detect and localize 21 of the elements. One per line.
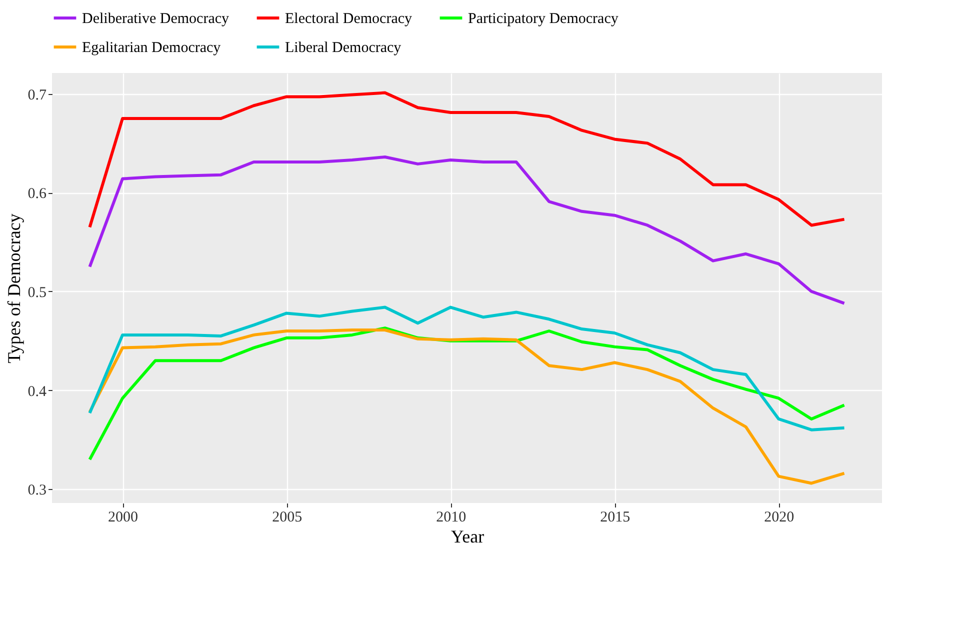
y-tick-label: 0.5: [28, 284, 46, 301]
line-series: [88, 91, 846, 229]
x-axis-title: Year: [450, 526, 484, 546]
x-tick-label: 2005: [272, 510, 302, 526]
x-tick-label: 2010: [436, 510, 466, 526]
y-axis-title: Types of Democracy: [4, 214, 24, 364]
legend-label: Participatory Democracy: [468, 11, 619, 27]
legend-label: Egalitarian Democracy: [82, 40, 222, 56]
x-tick-label: 2015: [600, 510, 630, 526]
x-tick-label: 2020: [764, 510, 794, 526]
y-tick-label: 0.4: [28, 384, 47, 400]
line-series: [88, 306, 846, 432]
x-tick-label: 2000: [108, 510, 138, 526]
legend-label: Electoral Democracy: [285, 11, 413, 27]
legend-label: Deliberative Democracy: [82, 11, 230, 27]
y-tick-label: 0.6: [28, 186, 47, 202]
y-tick-label: 0.7: [28, 87, 47, 104]
line-series: [88, 328, 846, 485]
y-tick-label: 0.3: [28, 482, 46, 499]
legend-label: Liberal Democracy: [285, 40, 402, 56]
line-series: [88, 156, 846, 305]
